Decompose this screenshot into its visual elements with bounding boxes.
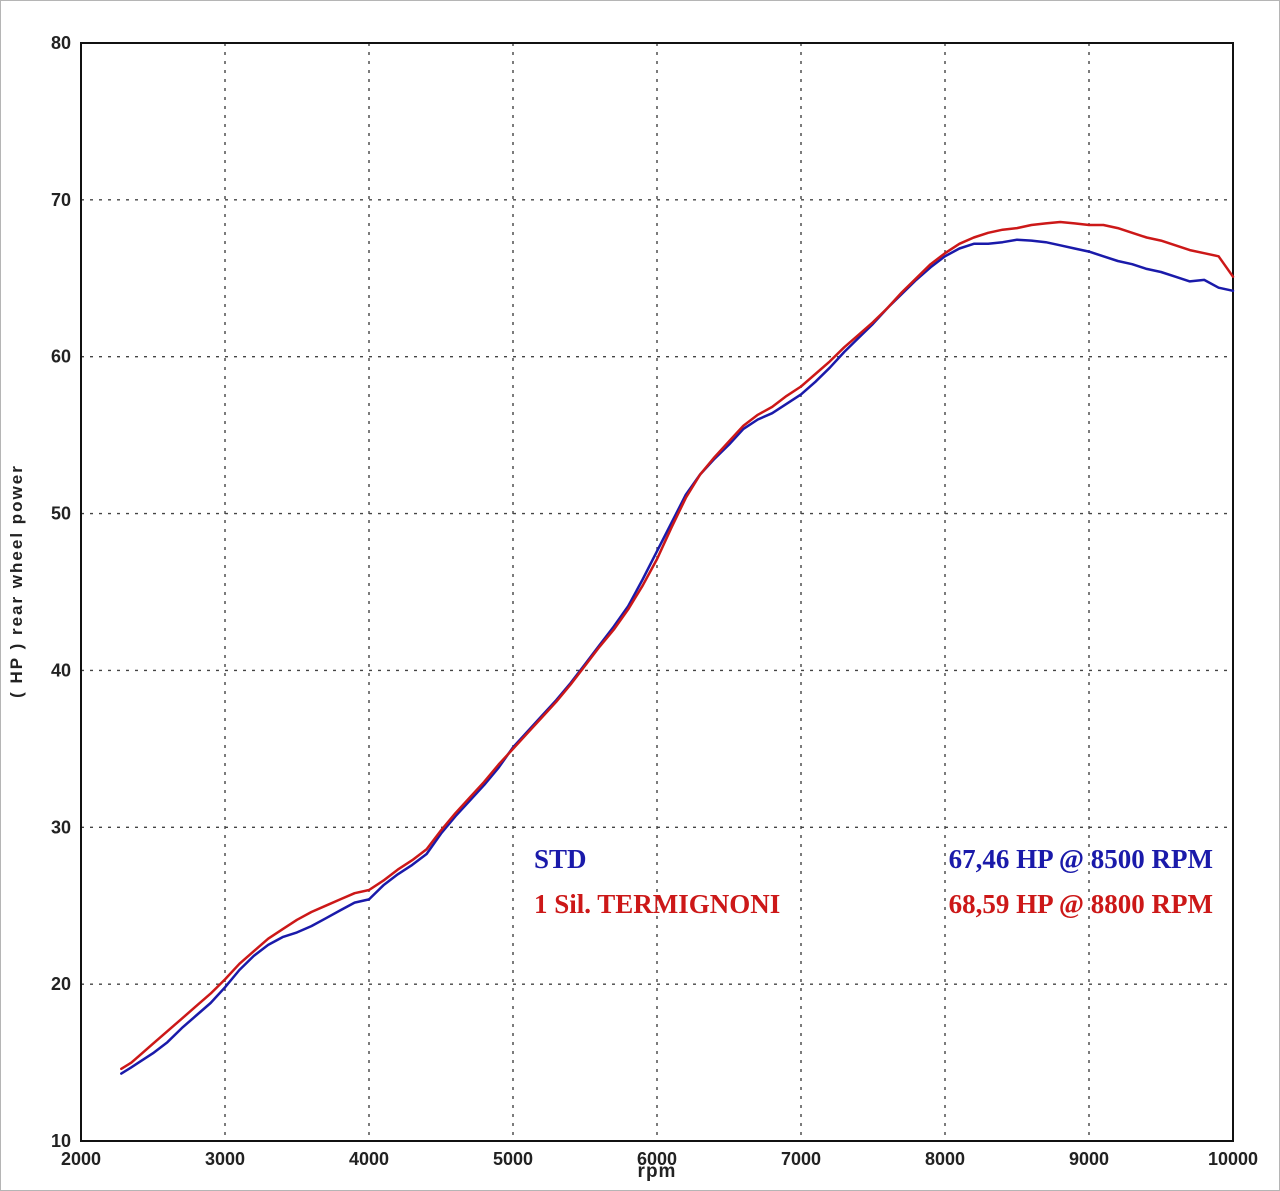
series-curve-std (120, 238, 1235, 1075)
x-tick-label: 8000 (925, 1149, 965, 1169)
y-tick-label: 10 (51, 1131, 71, 1151)
x-tick-label: 3000 (205, 1149, 245, 1169)
legend-label-termignoni: 1 Sil. TERMIGNONI (534, 889, 781, 919)
y-tick-label: 30 (51, 817, 71, 837)
x-tick-label: 4000 (349, 1149, 389, 1169)
plot-frame (80, 42, 1234, 1142)
series-curve-termignoni (120, 220, 1235, 1071)
x-axis-title: rpm (637, 1161, 677, 1182)
x-tick-label: 2000 (61, 1149, 101, 1169)
y-tick-label: 50 (51, 504, 71, 524)
x-tick-label: 6000 (637, 1149, 677, 1169)
legend-label-std: STD (534, 844, 587, 874)
x-tick-label: 5000 (493, 1149, 533, 1169)
legend-row-std: STD 67,46 HP @ 8500 RPM (534, 844, 1213, 889)
y-axis-title: ( HP ) rear wheel power (7, 464, 26, 698)
x-tick-label: 7000 (781, 1149, 821, 1169)
y-tick-label: 20 (51, 974, 71, 994)
x-tick-label: 10000 (1208, 1149, 1258, 1169)
legend-peak-termignoni: 68,59 HP @ 8800 RPM (948, 889, 1213, 919)
y-tick-label: 80 (51, 33, 71, 53)
legend-peak-std: 67,46 HP @ 8500 RPM (948, 844, 1213, 874)
y-tick-label: 70 (51, 190, 71, 210)
y-tick-label: 60 (51, 347, 71, 367)
x-tick-label: 9000 (1069, 1149, 1109, 1169)
legend: STD 67,46 HP @ 8500 RPM 1 Sil. TERMIGNON… (534, 844, 1213, 934)
y-tick-label: 40 (51, 660, 71, 680)
legend-row-termignoni: 1 Sil. TERMIGNONI 68,59 HP @ 8800 RPM (534, 889, 1213, 934)
